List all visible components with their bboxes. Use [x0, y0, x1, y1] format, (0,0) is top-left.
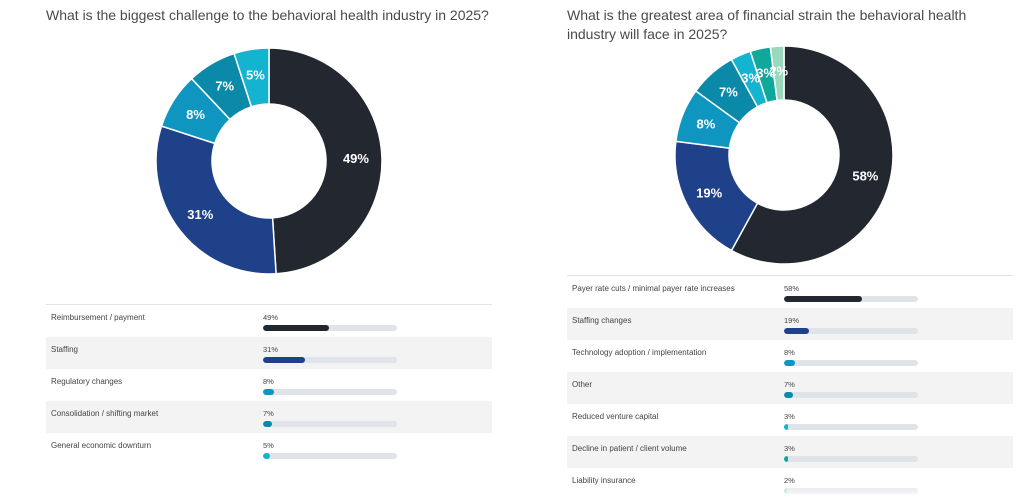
slice-value-label: 19% — [696, 186, 722, 201]
row-label: Consolidation / shifting market — [51, 409, 159, 418]
row-percentage: 7% — [263, 409, 274, 418]
progress-track — [263, 453, 397, 459]
slice-value-label: 8% — [697, 117, 716, 132]
table-row: Decline in patient / client volume 3% — [567, 436, 1013, 468]
table-row: Reimbursement / payment 49% — [46, 305, 492, 337]
slice-value-label: 7% — [719, 84, 738, 99]
row-label: Regulatory changes — [51, 377, 123, 386]
row-label: General economic downturn — [51, 441, 152, 450]
table-row: Technology adoption / implementation 8% — [567, 340, 1013, 372]
results-table-financial-strain: Payer rate cuts / minimal payer rate inc… — [567, 275, 1013, 500]
chart-panel-financial-strain: What is the greatest area of financial s… — [512, 0, 1024, 497]
chart-panel-challenge: What is the biggest challenge to the beh… — [0, 0, 512, 497]
progress-bar-fill — [784, 488, 787, 494]
slice-value-label: 7% — [215, 79, 234, 94]
progress-bar-fill — [263, 453, 270, 459]
slice-value-label: 49% — [343, 151, 369, 166]
progress-bar-fill — [784, 328, 810, 334]
table-row: Consolidation / shifting market 7% — [46, 401, 492, 433]
results-table-challenge: Reimbursement / payment 49% Staffing 31% Reg… — [46, 304, 492, 465]
row-percentage: 31% — [263, 345, 279, 354]
progress-bar-fill — [784, 360, 795, 366]
row-label: Other — [572, 380, 593, 389]
table-row: Payer rate cuts / minimal payer rate inc… — [567, 276, 1013, 308]
progress-track — [263, 389, 397, 395]
progress-track — [263, 325, 397, 331]
slice-value-label: 5% — [246, 68, 265, 83]
progress-track — [784, 360, 918, 366]
progress-track — [263, 357, 397, 363]
row-label: Decline in patient / client volume — [572, 444, 687, 453]
slice-value-label: 3% — [756, 66, 775, 81]
progress-bar-fill — [263, 357, 305, 363]
row-label: Staffing — [51, 345, 78, 354]
progress-track — [263, 421, 397, 427]
progress-track — [784, 296, 918, 302]
slice-value-label: 3% — [741, 70, 760, 85]
slice-value-label: 58% — [852, 168, 878, 183]
row-percentage: 8% — [784, 348, 795, 357]
progress-track — [784, 456, 918, 462]
progress-bar-fill — [784, 424, 789, 430]
row-percentage: 3% — [784, 444, 795, 453]
chart-title: What is the biggest challenge to the beh… — [46, 7, 489, 23]
donut-chart-financial-strain: 58%19%8%7%3%3%2% — [674, 45, 894, 265]
donut-slice-general-economic-downturn — [233, 47, 270, 108]
row-label: Reduced venture capital — [572, 412, 659, 421]
progress-bar-fill — [263, 389, 274, 395]
donut-slice-payer-rate-cuts-minimal-payer-rate-increases — [730, 45, 894, 265]
progress-bar-fill — [263, 325, 329, 331]
table-row: Regulatory changes 8% — [46, 369, 492, 401]
progress-bar-fill — [784, 456, 789, 462]
table-row: Liability insurance 2% — [567, 468, 1013, 500]
donut-slice-staffing — [155, 125, 277, 275]
progress-track — [784, 424, 918, 430]
row-percentage: 19% — [784, 316, 800, 325]
row-label: Technology adoption / implementation — [572, 348, 707, 357]
table-row: Staffing 31% — [46, 337, 492, 369]
progress-track — [784, 328, 918, 334]
table-row: Other 7% — [567, 372, 1013, 404]
progress-bar-fill — [784, 392, 794, 398]
progress-bar-fill — [263, 421, 273, 427]
progress-track — [784, 392, 918, 398]
slice-value-label: 8% — [186, 107, 205, 122]
row-percentage: 2% — [784, 476, 795, 485]
row-label: Liability insurance — [572, 476, 636, 485]
table-row: General economic downturn 5% — [46, 433, 492, 465]
donut-slice-liability-insurance — [769, 45, 785, 102]
table-row: Staffing changes 19% — [567, 308, 1013, 340]
progress-track — [784, 488, 918, 494]
row-percentage: 5% — [263, 441, 274, 450]
donut-chart-challenge: 49% 31% 8% 7% 5% — [155, 47, 383, 275]
row-percentage: 49% — [263, 313, 279, 322]
row-percentage: 8% — [263, 377, 274, 386]
slice-value-label: 31% — [187, 207, 213, 222]
progress-bar-fill — [784, 296, 862, 302]
row-label: Staffing changes — [572, 316, 632, 325]
row-label: Reimbursement / payment — [51, 313, 145, 322]
row-label: Payer rate cuts / minimal payer rate inc… — [572, 284, 735, 293]
slice-value-label: 2% — [769, 64, 788, 79]
donut-slice-reimbursement-payment — [268, 47, 383, 275]
row-percentage: 7% — [784, 380, 795, 389]
chart-title: What is the greatest area of financial s… — [567, 7, 967, 42]
table-row: Reduced venture capital 3% — [567, 404, 1013, 436]
row-percentage: 3% — [784, 412, 795, 421]
row-percentage: 58% — [784, 284, 800, 293]
